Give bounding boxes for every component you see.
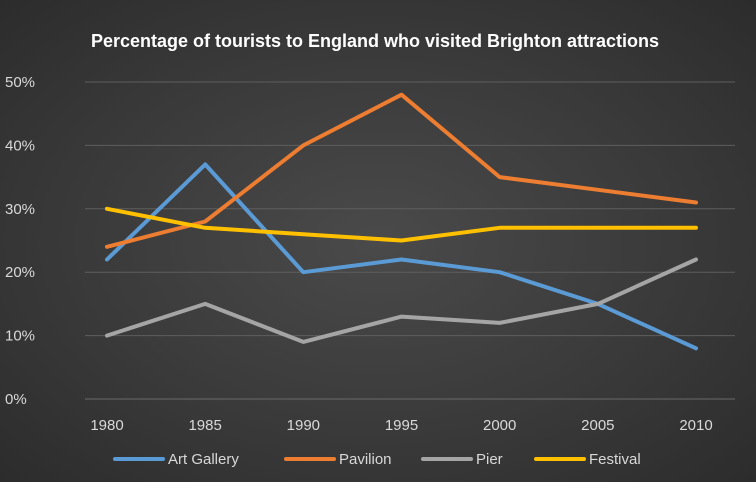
y-tick-label: 20%	[5, 264, 35, 281]
series-line-pavilion	[105, 92, 698, 249]
x-tick-label: 2005	[581, 417, 614, 434]
x-tick-label: 1985	[188, 417, 221, 434]
x-tick-label: 1995	[385, 417, 418, 434]
series-line-festival	[105, 206, 698, 243]
y-tick-label: 10%	[5, 328, 35, 345]
legend-label-art-gallery: Art Gallery	[168, 451, 239, 468]
chart-title: Percentage of tourists to England who vi…	[91, 31, 659, 51]
y-axis-ticks: 0% 10% 20% 30% 40% 50%	[5, 74, 35, 408]
y-tick-label: 30%	[5, 201, 35, 218]
x-tick-label: 1980	[90, 417, 123, 434]
y-tick-label: 50%	[5, 74, 35, 91]
series-line-pier	[105, 257, 698, 344]
x-tick-label: 2000	[483, 417, 516, 434]
y-tick-label: 40%	[5, 137, 35, 154]
x-axis-ticks: 1980 1985 1990 1995 2000 2005 2010	[90, 417, 712, 434]
x-tick-label: 2010	[679, 417, 712, 434]
gridlines	[85, 81, 735, 400]
legend: Art Gallery Pavilion Pier Festival	[113, 451, 641, 468]
y-tick-label: 0%	[5, 391, 27, 408]
legend-label-pier: Pier	[476, 451, 503, 468]
x-tick-label: 1990	[287, 417, 320, 434]
series-lines	[105, 92, 698, 351]
legend-label-pavilion: Pavilion	[339, 451, 392, 468]
legend-label-festival: Festival	[589, 451, 641, 468]
